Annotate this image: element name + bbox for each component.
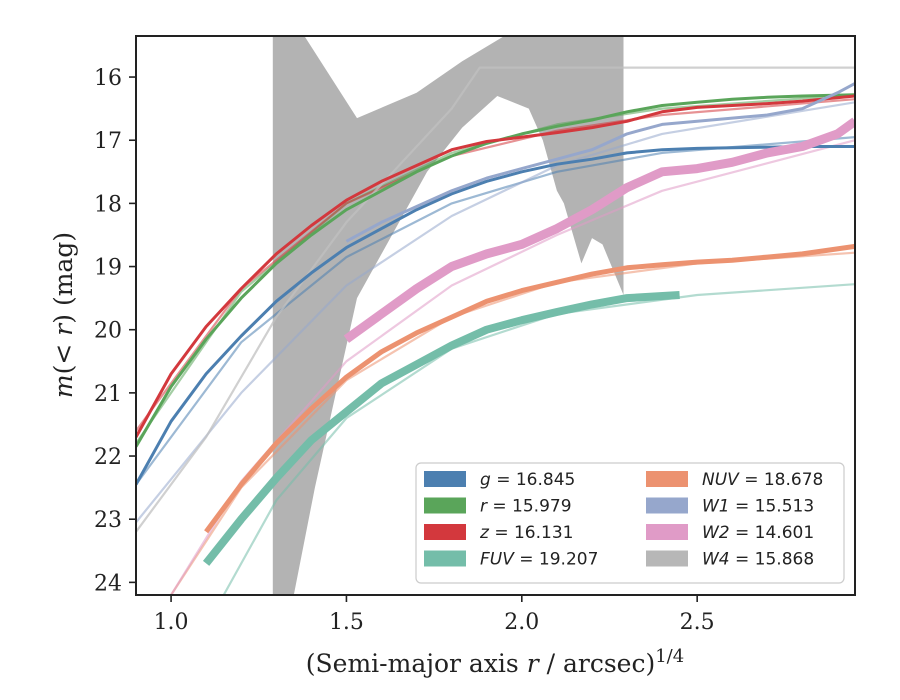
plot-frame	[135, 35, 856, 596]
series-line-z	[136, 94, 855, 438]
legend-swatch-w2	[646, 524, 688, 540]
y-axis-label-inner: (<	[49, 336, 78, 375]
model-line-w4	[136, 66, 855, 533]
y-axis-label-r: r	[49, 322, 78, 336]
legend: g = 16.845 r = 15.979 z = 16.131 FUV = 19.2…	[415, 462, 845, 584]
w4-band-area	[272, 36, 624, 595]
legend-swatch-z	[424, 524, 466, 540]
series-line-g	[136, 145, 855, 486]
x-axis-label-suffix: / arcsec)	[539, 649, 656, 678]
data-curves	[136, 82, 855, 566]
y-tick-label: 20	[94, 319, 122, 344]
y-tick-label: 18	[94, 192, 122, 217]
y-tick-label: 17	[94, 129, 122, 154]
y-tick-label: 24	[94, 571, 122, 596]
x-axis-label: (Semi-major axis r / arcsec)1/4	[306, 646, 684, 678]
y-tick-label: 16	[94, 66, 122, 91]
legend-label-w4: W4 = 15.868	[702, 550, 814, 570]
y-axis-ticks: 16 17 18 19 20 21 22 23 24	[94, 66, 136, 596]
x-axis-label-exponent: 1/4	[655, 646, 684, 667]
x-axis-label-var: r	[527, 649, 541, 678]
x-tick-label: 2.5	[680, 610, 715, 635]
legend-box	[415, 462, 845, 584]
x-axis-label-prefix: (Semi-major axis	[306, 649, 527, 678]
y-axis-label-close: )	[49, 314, 78, 324]
legend-swatch-nuv	[646, 471, 688, 487]
x-axis-ticks: 1.0 1.5 2.0 2.5	[154, 595, 715, 635]
legend-label-nuv: NUV = 18.678	[702, 470, 823, 490]
legend-label-w1: W1 = 15.513	[702, 497, 814, 517]
y-axis-label-unit: (mag)	[49, 232, 78, 314]
series-line-nuv	[204, 243, 855, 534]
legend-swatch-w4	[646, 550, 688, 567]
legend-label-r: r = 15.979	[480, 497, 572, 517]
legend-label-z: z = 16.131	[479, 523, 573, 543]
y-tick-label: 21	[94, 382, 122, 407]
series-line-r	[136, 93, 855, 448]
legend-label-w2: W2 = 14.601	[702, 523, 814, 543]
x-tick-label: 1.5	[329, 610, 364, 635]
y-tick-label: 19	[94, 256, 122, 281]
legend-label-g: g = 16.845	[480, 470, 575, 490]
y-tick-label: 22	[94, 445, 122, 470]
y-tick-label: 23	[94, 508, 122, 533]
series-line-fuv	[202, 291, 680, 566]
w4-uncertainty-band	[272, 36, 624, 595]
series-line-w1	[345, 82, 855, 243]
series-line-w2	[343, 117, 855, 343]
model-line-r	[136, 93, 855, 445]
y-axis-label-m: m	[49, 374, 78, 398]
model-line-g	[136, 136, 855, 486]
model-line-w1	[136, 101, 855, 524]
x-tick-label: 2.0	[504, 610, 539, 635]
x-tick-label: 1.0	[154, 610, 189, 635]
legend-label-fuv: FUV = 19.207	[480, 550, 598, 570]
legend-swatch-w1	[646, 497, 688, 514]
legend-swatch-fuv	[424, 550, 466, 567]
y-axis-label: m(< r) (mag)	[49, 232, 78, 398]
legend-swatch-g	[424, 471, 466, 487]
legend-swatch-r	[424, 497, 466, 514]
